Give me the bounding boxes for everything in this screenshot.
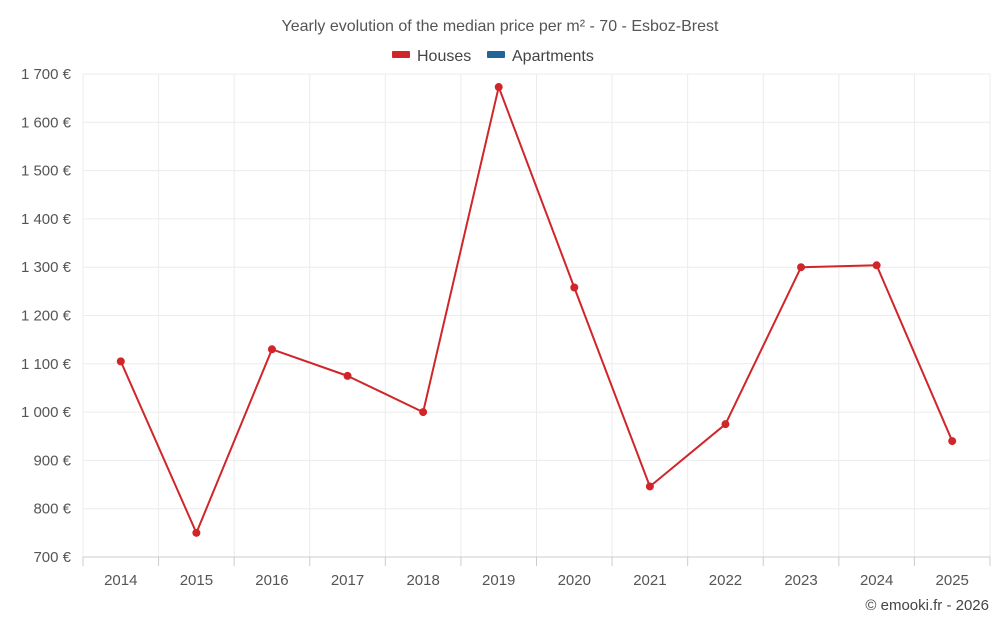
grid [82, 73, 991, 557]
legend[interactable]: Houses Apartments [392, 48, 594, 65]
data-point-houses-2015[interactable] [192, 528, 201, 537]
data-point-houses-2021[interactable] [645, 482, 654, 491]
x-tick-label: 2024 [860, 572, 893, 589]
series-line-houses [119, 86, 954, 534]
data-point-houses-2023[interactable] [797, 263, 806, 272]
data-point-houses-2024[interactable] [872, 261, 881, 270]
y-tick-label: 1 100 € [21, 356, 72, 373]
x-tick-label: 2017 [331, 572, 364, 589]
x-tick-label: 2014 [104, 572, 137, 589]
y-tick-label: 1 200 € [21, 308, 72, 325]
y-tick-label: 700 € [33, 549, 71, 566]
data-point-houses-2019[interactable] [494, 83, 503, 92]
data-point-houses-2022[interactable] [721, 420, 730, 429]
x-tick-label: 2015 [180, 572, 213, 589]
credit: © emooki.fr - 2026 [865, 597, 989, 614]
y-tick-label: 1 400 € [21, 211, 72, 228]
y-tick-label: 900 € [33, 452, 71, 469]
data-point-houses-2014[interactable] [116, 357, 125, 366]
data-point-houses-2017[interactable] [343, 371, 352, 380]
legend-label-apartments: Apartments [512, 48, 594, 65]
data-point-houses-2016[interactable] [267, 345, 276, 354]
legend-item-apartments[interactable]: Apartments [487, 48, 594, 65]
y-tick-label: 1 000 € [21, 404, 72, 421]
x-tick-label: 2021 [633, 572, 666, 589]
x-tick-label: 2020 [558, 572, 591, 589]
x-tick-label: 2018 [406, 572, 439, 589]
x-tick-label: 2019 [482, 572, 515, 589]
legend-swatch-houses [392, 51, 410, 58]
series-layer [116, 83, 957, 537]
legend-swatch-apartments [487, 51, 505, 58]
x-tick-label: 2023 [784, 572, 817, 589]
data-point-houses-2020[interactable] [570, 283, 579, 292]
y-tick-label: 1 300 € [21, 259, 72, 276]
data-point-houses-2018[interactable] [419, 408, 428, 417]
y-tick-label: 1 700 € [21, 66, 72, 83]
y-axis-ticks: 700 € 800 € 900 € 1 000 € 1 100 € 1 200 € 1 30… [21, 66, 72, 566]
data-point-houses-2025[interactable] [948, 437, 957, 446]
chart-title: Yearly evolution of the median price per… [282, 18, 720, 35]
x-tick-label: 2022 [709, 572, 742, 589]
legend-label-houses: Houses [417, 48, 471, 65]
y-tick-label: 800 € [33, 501, 71, 518]
y-tick-label: 1 500 € [21, 163, 72, 180]
legend-item-houses[interactable]: Houses [392, 48, 471, 65]
x-tick-label: 2025 [936, 572, 969, 589]
x-tick-label: 2016 [255, 572, 288, 589]
x-axis-ticks: 2014 2015 2016 2017 2018 2019 2020 2021 2022 2023… [82, 557, 991, 589]
y-tick-label: 1 600 € [21, 114, 72, 131]
